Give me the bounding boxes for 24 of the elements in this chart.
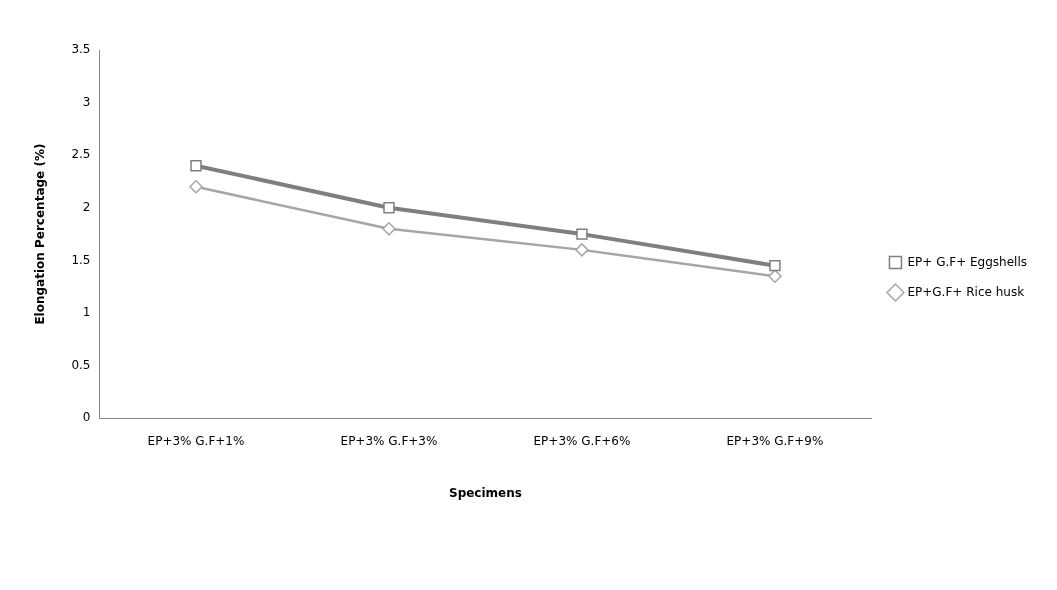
point [769, 259, 781, 272]
x-tick-label: EP+3% G.F+6% [533, 433, 631, 448]
x-tick-label: EP+3% G.F+1% [147, 433, 245, 448]
legend-label: EP+G.F+ Rice husk [907, 284, 1025, 299]
x-tick-label: EP+3% G.F+3% [340, 433, 438, 448]
x-tick-label: EP+3% G.F+9% [726, 433, 824, 448]
y-tick-label: 2.5 [71, 147, 91, 162]
point [576, 228, 588, 240]
y-axis-title: Elongation Percentage (%) [33, 143, 48, 325]
point [382, 222, 396, 236]
y-tick-label: 1 [82, 305, 91, 320]
point [189, 180, 203, 194]
point [383, 202, 395, 214]
y-tick-label: 2 [82, 199, 91, 214]
y-tick-label: 3.5 [71, 42, 91, 57]
point [768, 269, 782, 283]
y-tick-label: 0.5 [71, 357, 91, 372]
y-tick-label: 0 [82, 410, 91, 425]
y-tick-label: 1.5 [71, 252, 91, 267]
x-axis-title: Specimens [449, 485, 522, 500]
legend-label: EP+ G.F+ Eggshells [907, 254, 1028, 269]
point [575, 243, 589, 257]
point [190, 160, 202, 172]
y-tick-label: 3 [82, 94, 91, 109]
